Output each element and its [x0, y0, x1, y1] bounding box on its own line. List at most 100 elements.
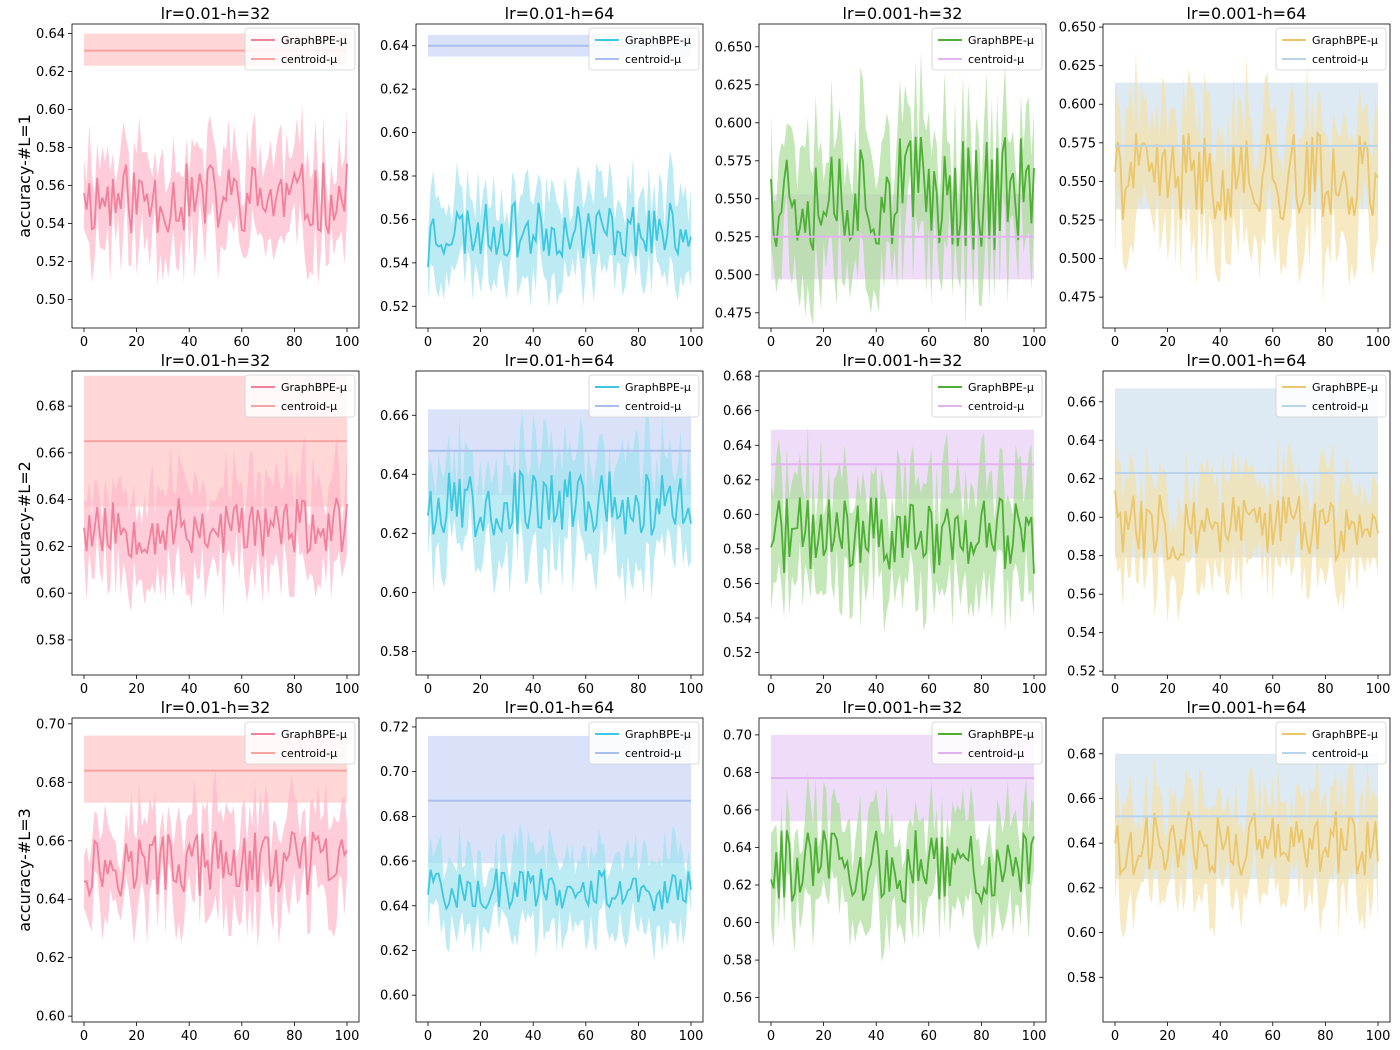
x-tick-label: 80	[630, 335, 647, 350]
y-tick-label: 0.64	[380, 39, 409, 54]
graphbpe-band	[84, 435, 347, 617]
x-tick-label: 40	[868, 682, 885, 697]
y-tick-label: 0.54	[1067, 626, 1096, 641]
subplot-title: lr=0.001-h=32	[843, 4, 963, 23]
y-tick-label: 0.58	[380, 645, 409, 660]
subplot-title: lr=0.001-h=64	[1187, 698, 1307, 717]
subplot-0-1: lr=0.01-h=64 0 20 40 60 80 100 0.52 0.54 0.56 0.58…	[380, 4, 703, 350]
y-tick-label: 0.62	[36, 65, 65, 80]
y-tick-label: 0.650	[1059, 21, 1096, 36]
x-tick-label: 60	[921, 1029, 938, 1044]
legend-label-graphbpe: GraphBPE-μ	[281, 34, 347, 47]
plot-frame	[1102, 370, 1391, 676]
graphbpe-band	[771, 424, 1034, 633]
y-tick-label: 0.68	[380, 810, 409, 825]
y-tick-label: 0.52	[36, 255, 65, 270]
y-tick-label: 0.58	[723, 542, 752, 557]
y-tick-label: 0.50	[36, 293, 65, 308]
x-tick-label: 0	[80, 335, 88, 350]
x-tick-label: 0	[767, 682, 775, 697]
x-tick-label: 0	[767, 1029, 775, 1044]
y-tick-label: 0.625	[1059, 59, 1096, 74]
y-tick-label: 0.62	[380, 944, 409, 959]
legend-label-centroid: centroid-μ	[1312, 53, 1368, 66]
y-tick-label: 0.56	[723, 577, 752, 592]
legend-label-graphbpe: GraphBPE-μ	[625, 381, 691, 394]
plot-frame	[415, 717, 704, 1023]
y-tick-label: 0.66	[380, 409, 409, 424]
y-tick-label: 0.600	[715, 116, 752, 131]
y-tick-label: 0.550	[715, 192, 752, 207]
subplot-1-1: lr=0.01-h=64 0 20 40 60 80 100 0.58 0.60 0.62 0.64…	[380, 351, 703, 697]
x-tick-label: 40	[525, 682, 542, 697]
x-tick-label: 0	[1111, 1029, 1119, 1044]
x-tick-label: 80	[973, 682, 990, 697]
x-tick-label: 80	[286, 335, 303, 350]
graphbpe-line	[770, 830, 1035, 906]
x-tick-label: 80	[1317, 1029, 1334, 1044]
x-tick-label: 80	[630, 1029, 647, 1044]
y-tick-label: 0.62	[723, 879, 752, 894]
legend-label-centroid: centroid-μ	[281, 747, 337, 760]
subplot-title: lr=0.01-h=64	[505, 698, 615, 717]
graphbpe-line	[1114, 811, 1379, 877]
y-tick-label: 0.68	[723, 370, 752, 385]
x-tick-label: 80	[286, 682, 303, 697]
x-tick-label: 100	[1022, 1029, 1047, 1044]
x-tick-label: 40	[868, 335, 885, 350]
x-tick-label: 40	[525, 335, 542, 350]
y-tick-label: 0.68	[36, 776, 65, 791]
y-tick-label: 0.60	[380, 586, 409, 601]
y-tick-label: 0.64	[380, 468, 409, 483]
subplot-2-2: lr=0.001-h=32 0 20 40 60 80 100 0.56 0.58 0.60 0.6…	[723, 698, 1046, 1044]
x-tick-label: 20	[472, 682, 489, 697]
graphbpe-line	[83, 830, 348, 899]
x-tick-label: 100	[1366, 682, 1391, 697]
graphbpe-line	[427, 868, 692, 912]
x-tick-label: 20	[472, 335, 489, 350]
y-tick-label: 0.58	[380, 170, 409, 185]
y-tick-label: 0.475	[715, 306, 752, 321]
legend-label-graphbpe: GraphBPE-μ	[1312, 34, 1378, 47]
graphbpe-band	[1115, 752, 1378, 939]
graphbpe-line	[770, 136, 1035, 251]
legend-label-graphbpe: GraphBPE-μ	[1312, 381, 1378, 394]
x-tick-label: 40	[181, 1029, 198, 1044]
y-tick-label: 0.62	[380, 527, 409, 542]
x-tick-label: 60	[921, 335, 938, 350]
legend-label-centroid: centroid-μ	[625, 53, 681, 66]
x-tick-label: 0	[424, 682, 432, 697]
y-tick-label: 0.66	[1067, 395, 1096, 410]
y-tick-label: 0.56	[723, 991, 752, 1006]
x-tick-label: 100	[1022, 335, 1047, 350]
subplot-title: lr=0.01-h=64	[505, 4, 615, 23]
x-tick-label: 40	[1212, 335, 1229, 350]
y-tick-label: 0.62	[723, 473, 752, 488]
y-tick-label: 0.62	[1067, 881, 1096, 896]
y-tick-label: 0.56	[1067, 588, 1096, 603]
x-tick-label: 60	[1265, 682, 1282, 697]
y-tick-label: 0.64	[36, 893, 65, 908]
x-tick-label: 20	[128, 1029, 145, 1044]
legend-label-centroid: centroid-μ	[968, 53, 1024, 66]
graphbpe-band	[1115, 50, 1378, 303]
x-tick-label: 0	[424, 1029, 432, 1044]
graphbpe-line	[83, 497, 348, 560]
y-tick-label: 0.66	[723, 803, 752, 818]
x-tick-label: 20	[128, 682, 145, 697]
y-tick-label: 0.525	[1059, 213, 1096, 228]
plot-frame	[758, 717, 1047, 1023]
x-tick-label: 20	[815, 335, 832, 350]
legend-label-centroid: centroid-μ	[968, 747, 1024, 760]
y-tick-label: 0.60	[1067, 511, 1096, 526]
graphbpe-line	[427, 468, 692, 538]
x-tick-label: 80	[973, 1029, 990, 1044]
y-tick-label: 0.64	[36, 493, 65, 508]
x-tick-label: 100	[1366, 1029, 1391, 1044]
y-tick-label: 0.60	[36, 103, 65, 118]
y-tick-label: 0.62	[1067, 472, 1096, 487]
x-tick-label: 60	[1265, 335, 1282, 350]
x-tick-label: 20	[815, 1029, 832, 1044]
graphbpe-line	[770, 497, 1035, 574]
y-tick-label: 0.66	[1067, 792, 1096, 807]
